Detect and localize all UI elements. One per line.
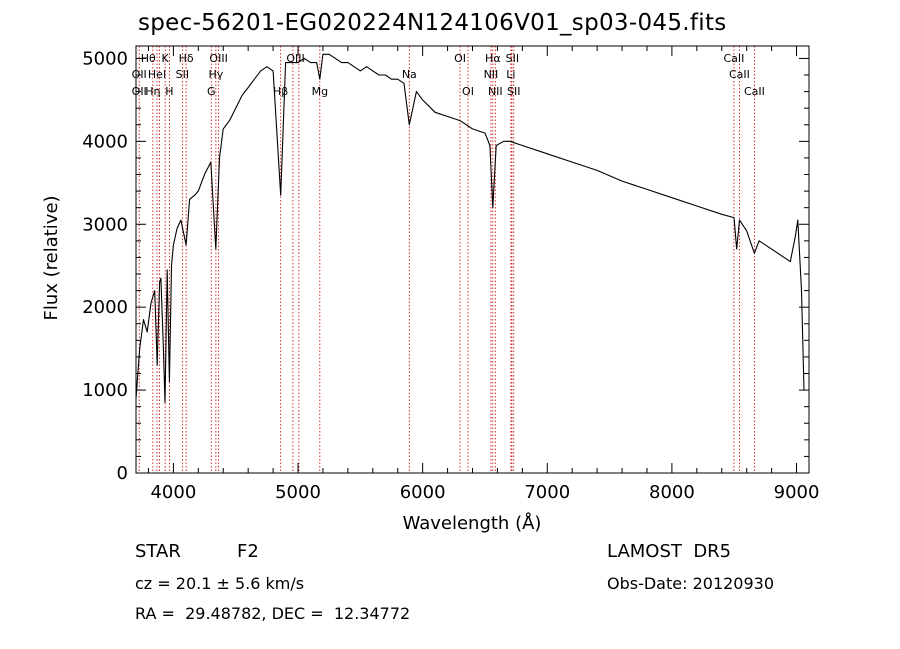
line-label-5: OI — [454, 52, 466, 65]
y-tick-label-2: 2000 — [82, 297, 128, 318]
spectrum-line — [135, 53, 805, 404]
line-label-18: Hη — [145, 85, 160, 98]
spectral-line-markers — [138, 46, 755, 473]
coordinates-text: RA = 29.48782, DEC = 12.34772 — [135, 604, 411, 623]
x-tick-label-0: 4000 — [150, 482, 196, 503]
line-label-25: SII — [507, 85, 520, 98]
axes: 4000 5000 6000 7000 8000 9000 0 1000 2000 3000 400… — [82, 46, 819, 503]
obs-date-text: Obs-Date: 20120930 — [607, 574, 775, 593]
line-label-7: SII — [506, 52, 519, 65]
plot-frame — [135, 45, 810, 474]
line-label-2: Hδ — [179, 52, 194, 65]
x-tick-label-4: 8000 — [649, 482, 695, 503]
x-axis-label: Wavelength (Å) — [403, 512, 542, 534]
line-label-20: G — [207, 85, 216, 98]
survey-label: LAMOST DR5 — [607, 541, 732, 562]
line-label-21: Hβ — [273, 85, 288, 98]
chart-title: spec-56201-EG020224N124106V01_sp03-045.f… — [138, 10, 727, 36]
line-label-19: H — [165, 85, 173, 98]
class-label: STAR — [135, 541, 181, 562]
line-label-22: Mg — [312, 85, 328, 98]
line-label-1: K — [162, 52, 170, 65]
line-label-10: HeI — [148, 68, 166, 81]
line-label-23: OI — [462, 85, 474, 98]
line-label-6: Hα — [485, 52, 501, 65]
x-tick-label-3: 7000 — [524, 482, 570, 503]
line-label-0: Hθ — [141, 52, 156, 65]
line-label-13: NII — [484, 68, 499, 81]
line-label-26: CaII — [744, 85, 765, 98]
y-tick-label-0: 0 — [117, 463, 128, 484]
y-tick-label-1: 1000 — [82, 380, 128, 401]
line-label-14: Li — [506, 68, 515, 81]
y-axis-label: Flux (relative) — [41, 195, 62, 320]
line-label-24: NII — [488, 85, 503, 98]
y-tick-label-3: 3000 — [82, 214, 128, 235]
line-label-9: OII — [132, 68, 147, 81]
x-tick-label-5: 9000 — [774, 482, 820, 503]
line-label-16: CaII — [729, 68, 750, 81]
line-label-15: Na — [402, 68, 417, 81]
line-label-12: Hγ — [208, 68, 223, 81]
redshift-text: cz = 20.1 ± 5.6 km/s — [135, 574, 305, 593]
line-label-3: OIII — [209, 52, 227, 65]
line-label-11: SII — [176, 68, 189, 81]
x-tick-label-1: 5000 — [275, 482, 321, 503]
spectrum-series — [135, 53, 805, 404]
y-tick-label-5: 5000 — [82, 48, 128, 69]
y-tick-label-4: 4000 — [82, 131, 128, 152]
line-label-8: CaII — [724, 52, 745, 65]
subclass-label: F2 — [237, 541, 259, 562]
x-tick-label-2: 6000 — [400, 482, 446, 503]
